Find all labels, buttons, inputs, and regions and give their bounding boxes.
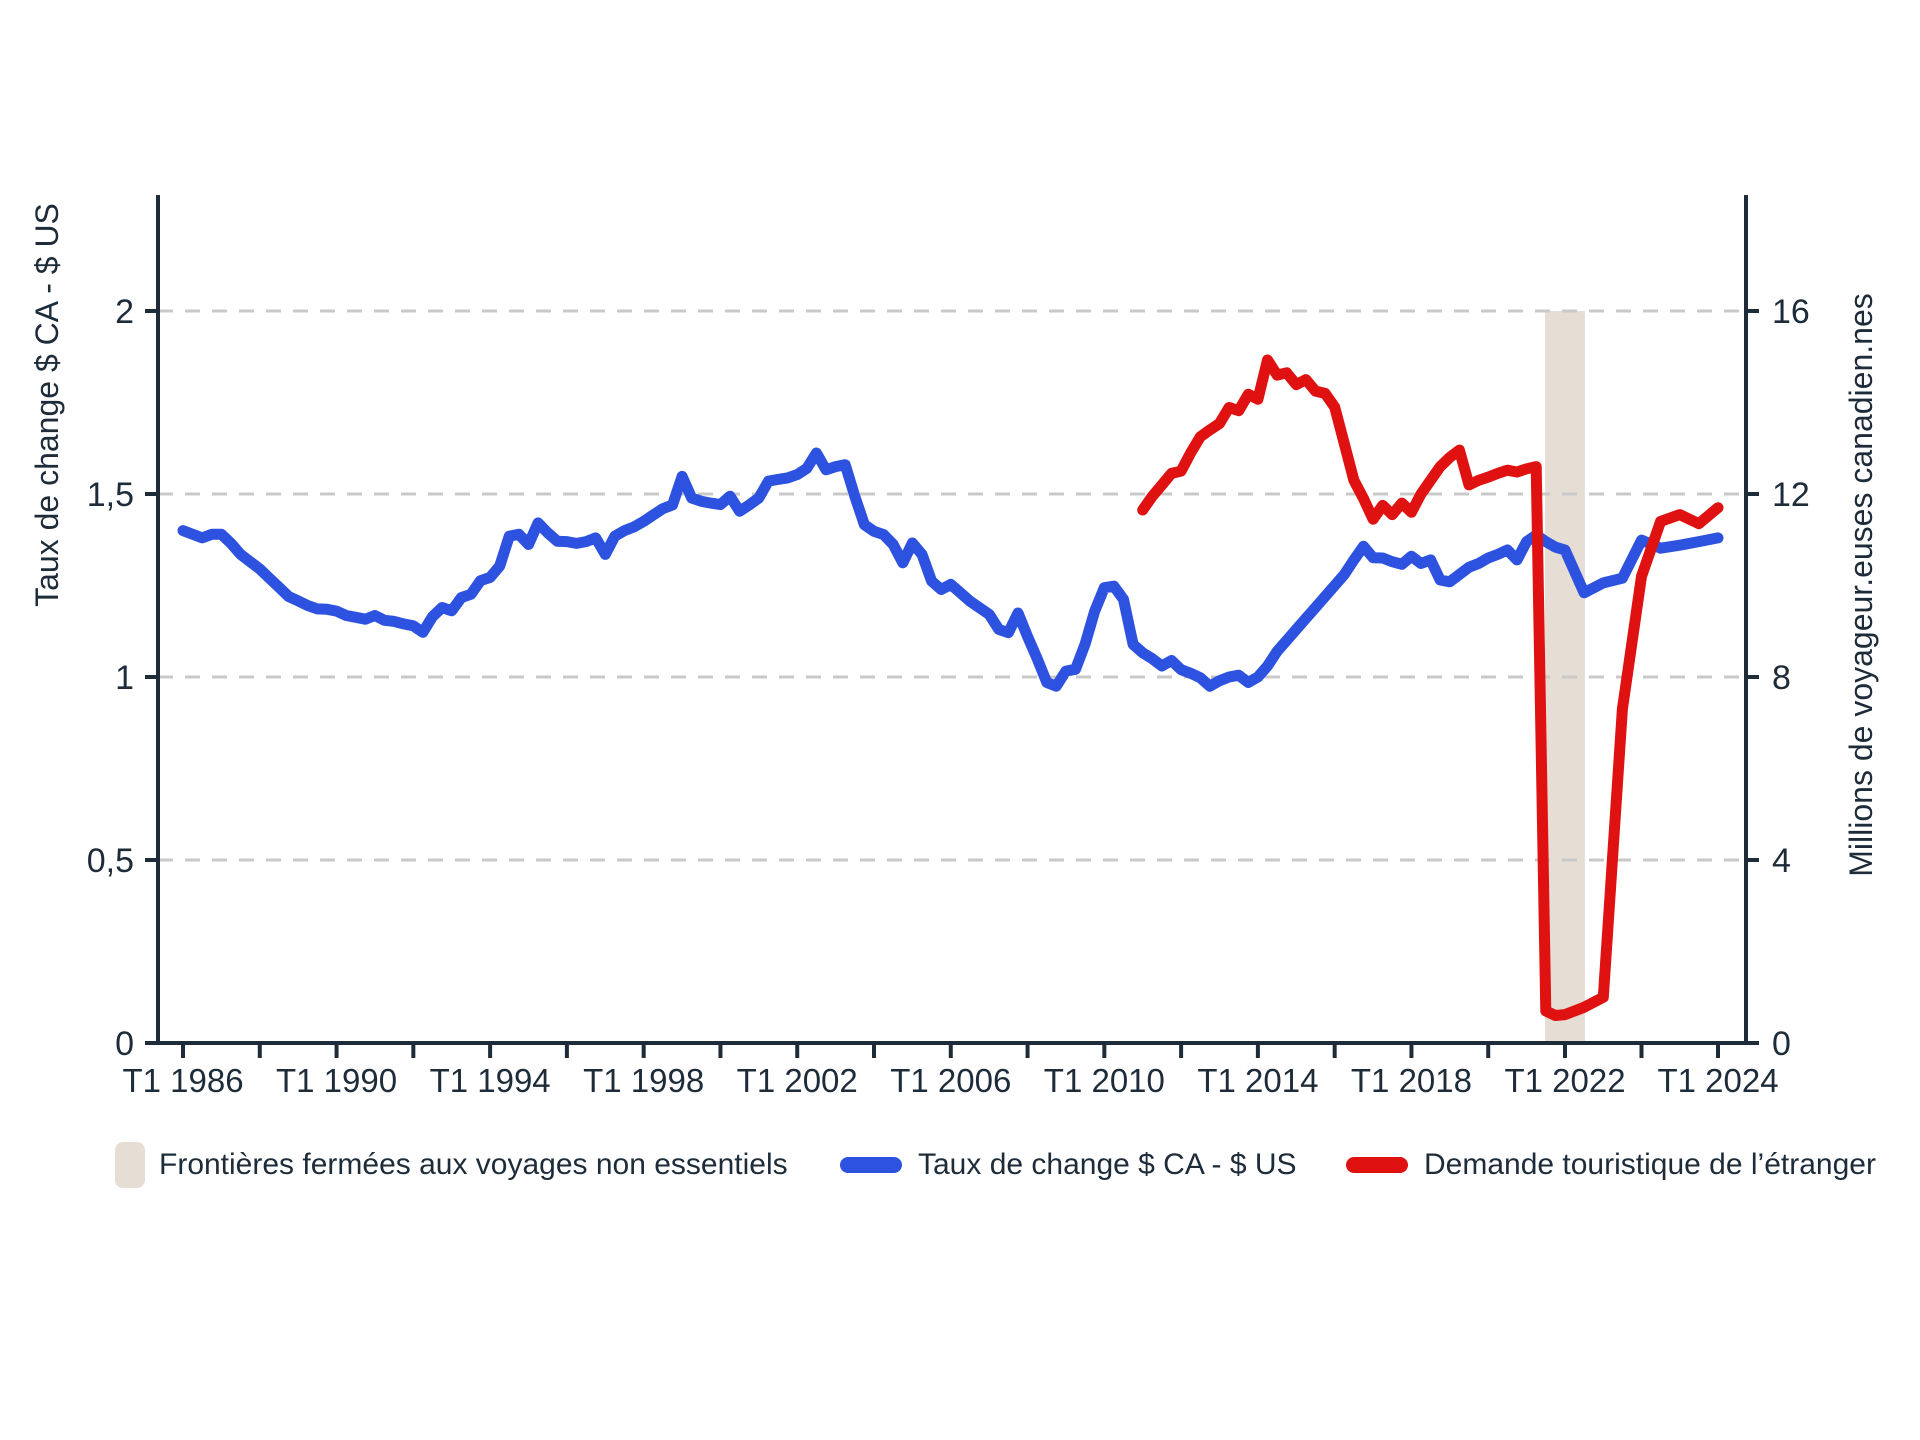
left-axis-tick-label: 1 xyxy=(115,659,134,697)
legend-item-border-closure: Frontières fermées aux voyages non essen… xyxy=(115,1138,788,1192)
exchange-rate-line xyxy=(177,447,1724,692)
legend: Frontières fermées aux voyages non essen… xyxy=(0,1138,1920,1192)
left-axis-tick-label: 0 xyxy=(115,1025,134,1063)
right-axis-tick-label: 12 xyxy=(1772,476,1810,514)
x-axis-tick-label: T1 1998 xyxy=(583,1062,704,1099)
legend-label-tourism-demand: Demande touristique de l’étranger xyxy=(1424,1148,1876,1181)
right-axis-tick-label: 8 xyxy=(1772,659,1791,697)
border-closure-swatch xyxy=(115,1142,145,1188)
x-axis-tick-label: T1 2002 xyxy=(737,1062,858,1099)
right-axis-tick-label: 4 xyxy=(1772,842,1791,880)
left-axis-tick-label: 1,5 xyxy=(87,476,134,514)
right-axis-tick-label: 16 xyxy=(1772,293,1810,331)
x-axis-tick-label: T1 2010 xyxy=(1044,1062,1165,1099)
left-axis-tick-label: 2 xyxy=(115,293,134,331)
left-axis-title: Taux de change $ CA - $ US xyxy=(29,203,65,607)
right-axis-title: Millions de voyageur.euses canadien.nes xyxy=(1843,293,1879,876)
x-axis-tick-label: T1 2024 xyxy=(1657,1062,1778,1099)
legend-label-border-closure: Frontières fermées aux voyages non essen… xyxy=(159,1148,788,1181)
x-axis-tick-label: T1 1986 xyxy=(122,1062,243,1099)
x-axis-tick-label: T1 2006 xyxy=(890,1062,1011,1099)
x-axis-tick-label: T1 2014 xyxy=(1197,1062,1318,1099)
right-axis-tick-label: 0 xyxy=(1772,1025,1791,1063)
legend-label-exchange-rate: Taux de change $ CA - $ US xyxy=(918,1148,1297,1181)
tourism-demand-line xyxy=(1137,354,1724,1021)
exchange-rate-swatch xyxy=(840,1157,902,1173)
tourism-demand-swatch xyxy=(1346,1157,1408,1173)
x-axis-tick-label: T1 1990 xyxy=(276,1062,397,1099)
legend-item-tourism-demand: Demande touristique de l’étranger xyxy=(1346,1138,1876,1192)
x-axis-tick-label: T1 2022 xyxy=(1504,1062,1625,1099)
x-axis-tick-label: T1 2018 xyxy=(1351,1062,1472,1099)
legend-item-exchange-rate: Taux de change $ CA - $ US xyxy=(840,1138,1297,1192)
x-axis-tick-label: T1 1994 xyxy=(430,1062,551,1099)
left-axis-tick-label: 0,5 xyxy=(87,842,134,880)
